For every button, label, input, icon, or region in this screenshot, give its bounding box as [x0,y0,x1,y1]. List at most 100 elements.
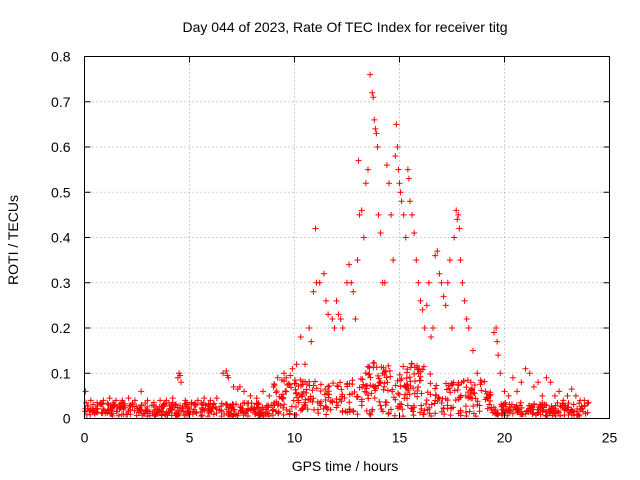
noise-point [120,406,127,413]
noise-point [359,376,366,383]
noise-point [257,412,264,419]
noise-point [449,381,456,388]
noise-point [225,412,232,419]
data-point [312,225,319,232]
noise-point [350,407,357,414]
data-point [383,162,390,169]
noise-point [584,400,591,407]
data-point [346,261,353,268]
noise-point [576,400,583,407]
noise-point [418,390,425,397]
data-point [455,211,462,218]
noise-point [353,393,360,400]
noise-point [446,385,453,392]
data-point [260,388,266,395]
noise-point [417,409,424,416]
noise-point [191,406,198,413]
noise-point [299,381,306,388]
noise-point [392,382,399,389]
noise-point [509,410,516,417]
noise-point [230,401,237,408]
noise-point [167,406,174,413]
noise-point [504,412,511,419]
noise-point [470,403,477,410]
noise-point [385,362,392,369]
data-point [138,388,145,395]
data-point [535,379,542,386]
noise-point [438,408,445,415]
noise-point [447,412,454,419]
data-point [194,397,201,404]
noise-point [223,401,230,408]
data-point [392,153,399,160]
noise-point [175,412,182,419]
noise-point [403,395,410,402]
noise-point [517,411,524,418]
data-point [381,279,388,286]
noise-point [137,407,144,414]
noise-point [322,397,329,404]
noise-point [317,402,324,409]
noise-point [571,412,578,419]
data-point [560,397,567,404]
noise-point [346,406,353,413]
noise-point [448,382,455,389]
data-point [461,297,468,304]
noise-point [366,363,373,370]
data-point [94,399,101,406]
noise-point [432,410,439,417]
data-point [372,125,379,132]
noise-point [282,388,289,395]
data-point [339,325,346,331]
data-point [478,379,485,386]
noise-point [506,408,513,415]
data-point [178,379,185,386]
noise-point [551,410,558,417]
data-point [509,374,516,381]
noise-point [397,383,404,390]
noise-point [197,408,204,415]
noise-point [199,412,206,419]
noise-point [257,411,264,418]
noise-point [476,408,483,415]
data-point [395,166,402,173]
noise-point [218,407,225,414]
noise-point [418,402,425,409]
y-tick-label: 0.5 [51,184,71,200]
noise-point [138,401,145,408]
noise-point [199,406,206,413]
noise-point [164,412,171,419]
noise-point [325,394,332,401]
noise-point [505,407,512,414]
data-point [287,372,294,379]
noise-point [415,383,422,390]
noise-point [300,388,307,395]
data-point [530,383,537,390]
noise-point [370,359,377,366]
data-point [526,370,533,377]
data-point [491,329,497,336]
y-tick-label: 0 [63,411,71,427]
data-point [367,71,374,78]
data-point [220,370,227,377]
noise-point [317,388,324,395]
noise-point [395,390,402,397]
noise-point [406,374,413,381]
noise-point [410,402,417,409]
x-tick-label: 5 [186,430,194,446]
noise-point [443,380,450,387]
noise-point [573,411,580,418]
noise-point [275,409,282,416]
data-point [390,257,397,264]
noise-point [227,404,234,411]
data-point [323,297,329,304]
noise-point [356,384,363,391]
noise-point [370,382,377,389]
noise-point [486,401,493,408]
data-point [497,370,504,377]
noise-point [540,404,547,411]
noise-point [166,402,173,409]
noise-point [315,410,322,417]
noise-point [99,410,106,417]
data-point [423,302,430,309]
